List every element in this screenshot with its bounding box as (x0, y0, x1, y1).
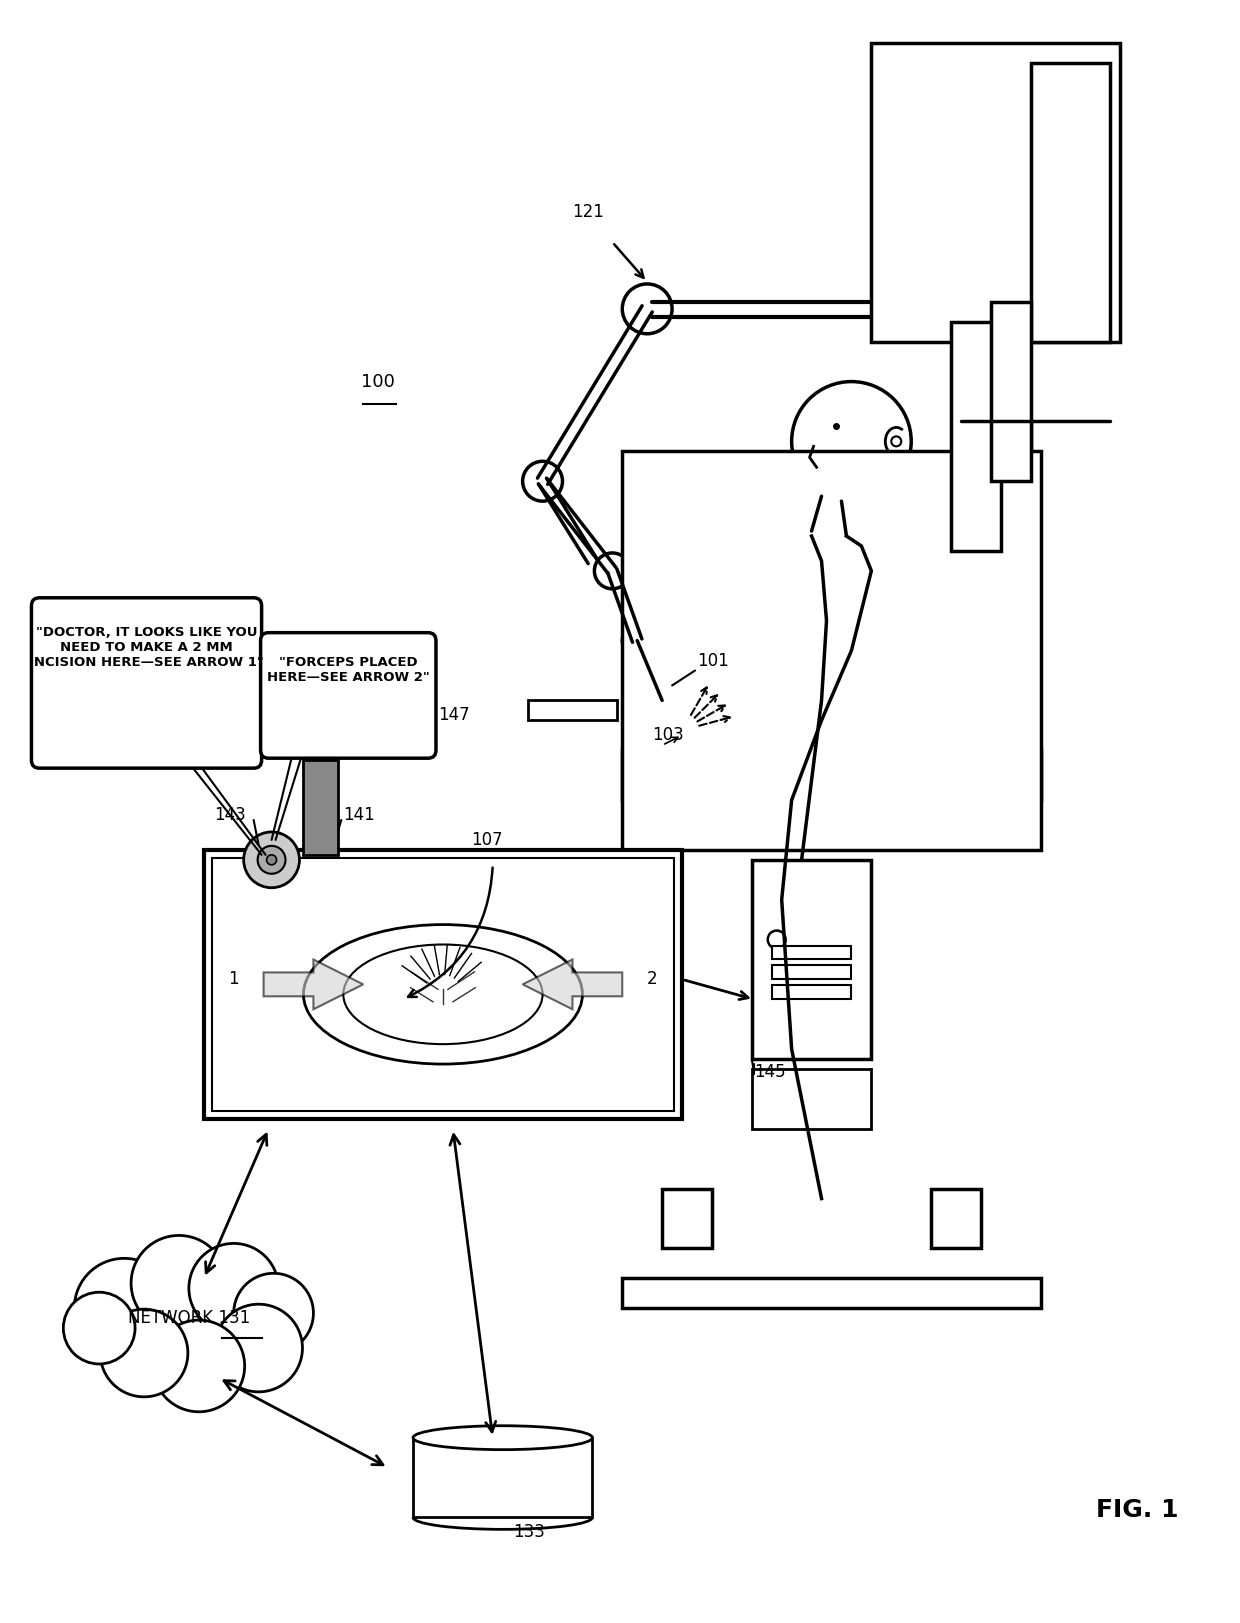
Bar (961, 422, 1030, 521)
Ellipse shape (304, 925, 583, 1065)
Text: 2: 2 (647, 971, 657, 988)
Bar (203, 850, 682, 1118)
Circle shape (74, 1258, 174, 1358)
Bar (212, 859, 675, 1110)
Circle shape (594, 553, 630, 589)
Bar (1030, 63, 1111, 342)
Circle shape (244, 833, 300, 888)
Bar (771, 985, 852, 1000)
Text: 103: 103 (652, 725, 684, 745)
Bar (667, 703, 697, 721)
Circle shape (622, 626, 652, 656)
Bar (991, 302, 1030, 480)
Bar (872, 42, 1121, 342)
Circle shape (768, 930, 786, 948)
Circle shape (131, 1235, 227, 1331)
Circle shape (233, 1274, 314, 1354)
Circle shape (791, 381, 911, 502)
Text: 100: 100 (361, 373, 396, 391)
Circle shape (258, 846, 285, 873)
Text: FIG. 1: FIG. 1 (1095, 1498, 1178, 1522)
Bar (413, 1438, 593, 1518)
Bar (771, 966, 852, 979)
Text: NETWORK 131: NETWORK 131 (128, 1310, 250, 1328)
Bar (622, 451, 1040, 850)
Bar (931, 1188, 981, 1248)
Polygon shape (629, 657, 706, 712)
Text: "FORCEPS PLACED
HERE—SEE ARROW 2": "FORCEPS PLACED HERE—SEE ARROW 2" (267, 656, 429, 683)
Bar (751, 1070, 872, 1130)
Text: 145: 145 (754, 1063, 785, 1081)
Circle shape (188, 1243, 279, 1332)
Text: 107: 107 (471, 831, 502, 849)
Circle shape (153, 1319, 244, 1412)
Text: 121: 121 (573, 203, 604, 221)
Circle shape (63, 1292, 135, 1363)
Ellipse shape (84, 1274, 294, 1373)
Bar (662, 1188, 712, 1248)
Circle shape (100, 1310, 188, 1397)
Text: 101: 101 (697, 651, 729, 670)
FancyBboxPatch shape (31, 597, 262, 768)
Circle shape (892, 437, 901, 446)
FancyBboxPatch shape (260, 633, 436, 758)
Text: 143: 143 (213, 807, 246, 824)
Bar (304, 760, 339, 855)
Text: 141: 141 (343, 807, 374, 824)
Circle shape (267, 855, 277, 865)
Circle shape (215, 1305, 303, 1393)
Ellipse shape (413, 1425, 593, 1449)
Bar (751, 860, 872, 1060)
Circle shape (522, 461, 563, 502)
Text: 1: 1 (228, 971, 239, 988)
Text: 147: 147 (438, 706, 470, 724)
Bar (951, 321, 1001, 550)
Ellipse shape (343, 945, 543, 1044)
Text: "DOCTOR, IT LOOKS LIKE YOU
NEED TO MAKE A 2 MM
INCISION HERE—SEE ARROW 1": "DOCTOR, IT LOOKS LIKE YOU NEED TO MAKE … (30, 626, 264, 669)
Bar (528, 701, 618, 721)
Bar (771, 946, 852, 959)
Polygon shape (522, 959, 622, 1010)
Circle shape (622, 284, 672, 334)
Bar (622, 1279, 1040, 1308)
Polygon shape (264, 959, 363, 1010)
Bar (622, 750, 1040, 800)
Text: 133: 133 (512, 1524, 544, 1542)
